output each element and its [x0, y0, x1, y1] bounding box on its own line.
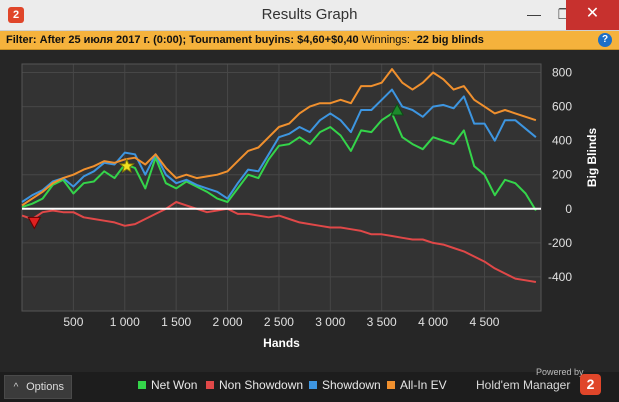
y-tick-label: 600 [552, 100, 572, 114]
legend-swatch [206, 381, 214, 389]
powered-by-text: Powered by [536, 367, 584, 377]
x-tick-label: 3 000 [315, 315, 345, 329]
series-line-showdown [21, 88, 537, 203]
filter-text: After 25 июля 2017 г. (0:00); Tournament… [39, 34, 359, 46]
y-tick-label: -200 [548, 236, 572, 250]
legend-net-won[interactable]: Net Won [138, 378, 197, 392]
window-title: Results Graph [261, 6, 358, 23]
legend-label: Net Won [151, 378, 198, 392]
series-line-net-won [21, 112, 537, 212]
legend-swatch [138, 381, 146, 389]
legend-label: Non Showdown [219, 378, 304, 392]
y-tick-label: 400 [552, 134, 572, 148]
legend-showdown[interactable]: Showdown [309, 378, 381, 392]
x-tick-label: 4 000 [418, 315, 448, 329]
series-line-non-showdown [21, 201, 537, 283]
chevron-up-icon: ^ [13, 382, 19, 393]
x-tick-label: 2 000 [213, 315, 243, 329]
y-tick-label: -400 [548, 270, 572, 284]
y-tick-label: 200 [552, 168, 572, 182]
legend-all-in-ev[interactable]: All-In EV [387, 378, 447, 392]
x-tick-label: 1 500 [161, 315, 191, 329]
y-tick-label: 800 [552, 66, 572, 80]
x-tick-label: 2 500 [264, 315, 294, 329]
legend-non-showdown[interactable]: Non Showdown [206, 378, 303, 392]
title-bar[interactable]: 2 Results Graph — ❐ ✕ [0, 0, 619, 31]
filter-summary: Filter: After 25 июля 2017 г. (0:00); To… [6, 31, 484, 49]
minimize-button[interactable]: — [527, 6, 541, 22]
series-line-all-in-ev [21, 68, 537, 207]
bottom-bar: ^ Options Net Won Non Showdown Showdown … [0, 372, 619, 402]
winnings-value: -22 big blinds [413, 34, 484, 46]
filter-bar: Filter: After 25 июля 2017 г. (0:00); To… [0, 31, 619, 50]
legend-swatch [387, 381, 395, 389]
star-marker [118, 157, 135, 174]
x-tick-label: 4 500 [469, 315, 499, 329]
legend-label: All-In EV [400, 378, 447, 392]
brand-name: Hold'em Manager [476, 378, 571, 392]
holdem-manager-logo: 2 [580, 374, 601, 395]
legend-swatch [309, 381, 317, 389]
y-axis-label: Big Blinds [585, 128, 599, 188]
x-axis-label: Hands [263, 336, 300, 350]
options-button[interactable]: ^ Options [4, 375, 72, 399]
y-tick-label: 0 [565, 202, 572, 216]
x-tick-label: 3 500 [367, 315, 397, 329]
x-tick-label: 1 000 [110, 315, 140, 329]
up-triangle-marker [390, 102, 404, 116]
legend-label: Showdown [322, 378, 381, 392]
help-icon[interactable]: ? [598, 33, 612, 47]
filter-label: Filter: [6, 34, 37, 46]
branding: Powered by Hold'em Manager 2 [476, 365, 616, 402]
plot-border [21, 63, 542, 312]
winnings-label: Winnings: [361, 34, 410, 46]
options-label: Options [26, 381, 64, 393]
close-button[interactable]: ✕ [566, 0, 619, 30]
plot-area [22, 64, 541, 311]
down-triangle-marker [27, 216, 42, 230]
app-logo-icon: 2 [8, 7, 24, 23]
x-tick-label: 500 [63, 315, 83, 329]
